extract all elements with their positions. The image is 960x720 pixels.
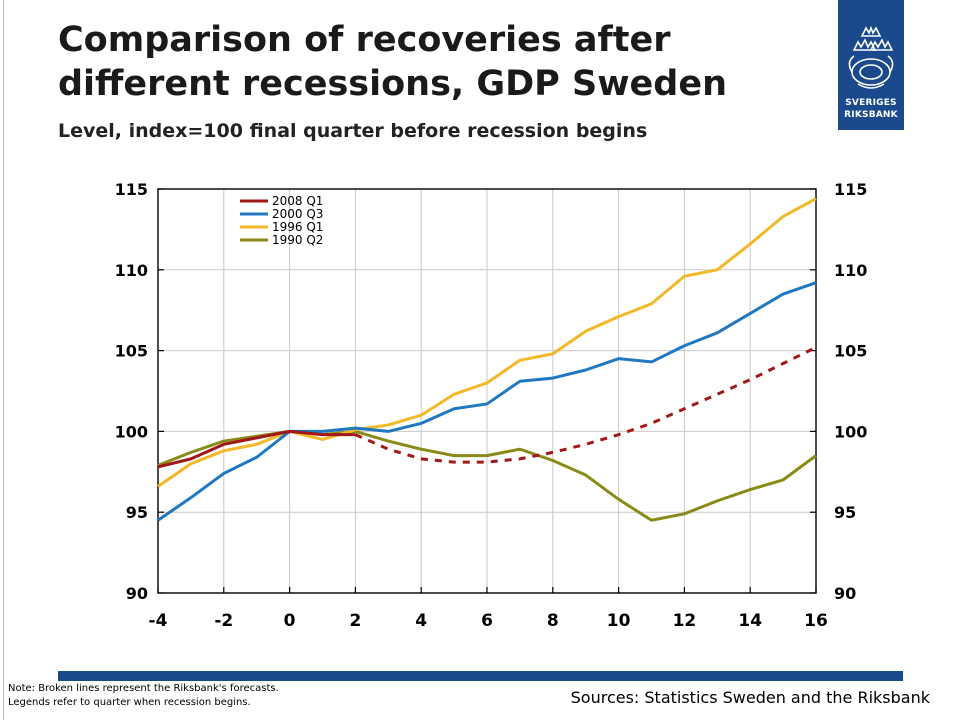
x-tick-label: 0	[284, 611, 296, 631]
y-tick-label-right: 90	[834, 584, 856, 603]
legend-label: 1996 Q1	[272, 220, 323, 234]
legend-label: 2000 Q3	[272, 207, 323, 221]
page-title: Comparison of recoveries after different…	[58, 20, 727, 104]
gdp-recovery-chart: -4 -2 0 2 4 6 8 10 12 14 16 90 90 95 95 100 100 105 105 110…	[115, 180, 868, 631]
sources-text: Sources: Statistics Sweden and the Riksb…	[570, 688, 930, 707]
x-tick-label: 4	[415, 611, 427, 631]
x-tick-label: -4	[149, 611, 168, 631]
footer-bar	[58, 671, 903, 681]
legend-label: 1990 Q2	[272, 233, 323, 247]
x-tick-label: 14	[738, 611, 762, 631]
x-tick-label: -2	[214, 611, 233, 631]
x-tick-label: 2	[349, 611, 361, 631]
x-tick-label: 6	[481, 611, 493, 631]
left-edge-rule	[3, 0, 4, 720]
x-tick-label: 16	[804, 611, 828, 631]
series-forecast-line	[354, 346, 817, 464]
y-tick-label-right: 100	[834, 422, 867, 441]
y-tick-label-right: 95	[834, 503, 856, 522]
footnote-line-1: Note: Broken lines represent the Riksban…	[8, 683, 279, 694]
x-tick-label: 12	[673, 611, 697, 631]
footnote: Note: Broken lines represent the Riksban…	[8, 682, 408, 710]
x-tick-label: 8	[547, 611, 559, 631]
y-tick-label-left: 100	[115, 422, 148, 441]
y-tick-label-left: 110	[115, 261, 148, 280]
crown-emblem-icon	[848, 25, 894, 89]
y-tick-label-right: 110	[834, 261, 867, 280]
y-tick-label-left: 115	[115, 180, 148, 199]
series-line	[157, 197, 817, 488]
logo-text-line1: SVERIGES	[845, 98, 897, 108]
y-tick-label-left: 105	[115, 342, 148, 361]
series-line	[157, 429, 356, 469]
series-line	[157, 281, 817, 522]
footnote-line-2: Legends refer to quarter when recession …	[8, 697, 251, 708]
y-tick-label-right: 115	[834, 180, 867, 199]
y-tick-label-left: 95	[126, 503, 148, 522]
x-tick-label: 10	[607, 611, 631, 631]
legend-label: 2008 Q1	[272, 194, 323, 208]
logo-text-line2: RIKSBANK	[844, 110, 898, 120]
y-tick-label-left: 90	[126, 584, 148, 603]
riksbank-logo: SVERIGES RIKSBANK	[838, 0, 904, 130]
y-tick-label-right: 105	[834, 342, 867, 361]
page-subtitle: Level, index=100 final quarter before re…	[58, 120, 648, 142]
